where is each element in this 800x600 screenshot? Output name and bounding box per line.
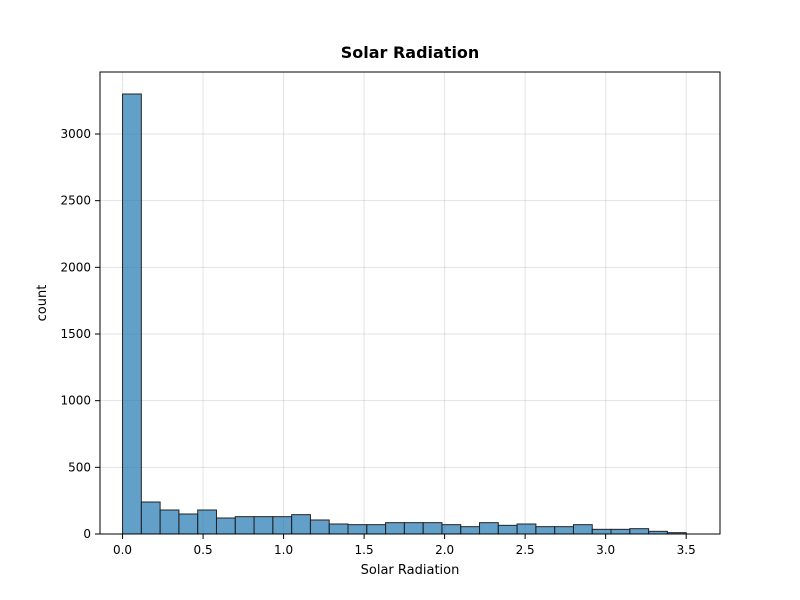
y-axis-label: count [35,285,50,322]
histogram-bar [366,524,387,535]
x-tick-label: 2.5 [516,543,535,557]
histogram-bar [629,528,650,535]
histogram-bar [572,524,593,535]
y-tick-label: 2000 [60,260,91,274]
x-tick-label: 3.0 [596,543,615,557]
histogram-bar [215,517,236,535]
histogram-bar [272,516,293,535]
histogram-bar [422,522,443,535]
x-axis-label: Solar Radiation [361,563,460,578]
x-tick-label: 3.5 [677,543,696,557]
histogram-bar [140,501,161,535]
x-tick-label: 0.0 [113,543,132,557]
histogram-bar [291,514,311,535]
y-tick-label: 0 [83,527,91,541]
y-tick-label: 1500 [60,327,91,341]
histogram-bar [554,526,574,535]
x-tick-label: 0.5 [194,543,213,557]
histogram-bar [234,516,255,535]
histogram-bar [610,528,631,535]
histogram-bar [591,528,612,535]
histogram-bar [178,513,199,535]
grid-layer [100,72,720,535]
bars-layer [122,93,687,535]
histogram-bar [347,524,368,535]
histogram-bar [516,523,537,535]
histogram-bar [535,526,556,535]
y-tick-label: 500 [68,460,91,474]
histogram-bar [441,524,462,535]
ticks-layer: 0.0 0.5 1.0 1.5 2.0 2.5 3.0 3.5 0 500 1000 1500 2000… [60,127,695,557]
x-tick-label: 1.0 [274,543,293,557]
histogram-bar [479,522,499,535]
histogram-bar [497,524,518,535]
histogram-bar [309,519,330,535]
histogram-bar [197,509,217,535]
histogram-bar [403,522,424,535]
x-tick-label: 2.0 [435,543,454,557]
plot-frame [99,71,721,535]
histogram-bar [328,523,349,535]
chart-title: Solar Radiation [341,43,480,62]
x-tick-label: 1.5 [355,543,374,557]
y-tick-label: 3000 [60,127,91,141]
histogram-bar [159,509,180,535]
histogram-bar [253,516,274,535]
y-tick-label: 1000 [60,394,91,408]
histogram-bar [460,526,481,535]
histogram-bar [122,93,142,535]
y-tick-label: 2500 [60,194,91,208]
histogram-bar [385,522,405,535]
